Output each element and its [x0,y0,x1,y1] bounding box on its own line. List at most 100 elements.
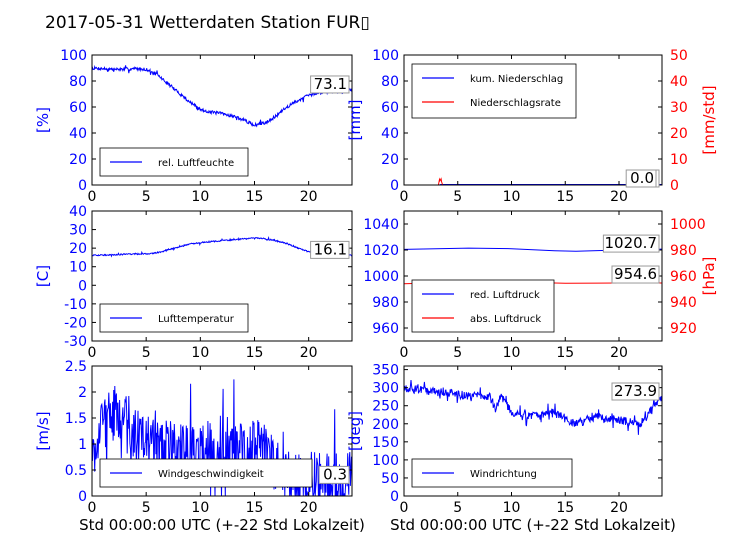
x-tick-label: 5 [142,189,151,205]
last-value-label-box [318,465,350,484]
last-value-label-box [310,240,350,259]
legend-entry: Windrichtung [470,469,537,480]
x-axis-label: Std 00:00:00 UTC (+-22 Std Lokalzeit) [390,516,676,534]
y-right-tick-label: 50 [670,48,688,64]
x-tick-label: 0 [400,500,409,516]
last-value-label: 1020.7 [605,234,658,252]
x-tick-label: 10 [503,189,521,205]
y-tick-label: 0 [78,278,87,294]
y-tick-label: 1 [78,437,87,453]
x-tick-label: 0 [400,189,409,205]
y-tick-label: 1040 [363,217,399,233]
last-value-label-box [611,382,660,401]
y-tick-label: 250 [372,399,399,415]
y-tick-label: -10 [64,297,87,313]
plot-frame [91,54,353,186]
y-tick-label: 100 [372,453,399,469]
y-tick-label: 60 [381,100,399,116]
y-tick-label: 300 [372,381,399,397]
y-tick-label: 2.5 [65,359,87,375]
y-tick-label: 10 [69,260,87,276]
x-tick-label: 5 [453,500,462,516]
x-tick-label: 10 [503,345,521,361]
y-tick-label: 150 [372,435,399,451]
last-value-label: 0.3 [323,465,347,483]
last-value-label-2-box [611,265,660,284]
x-tick-label: 20 [300,500,318,516]
y-tick-label: 2 [78,385,87,401]
y-right-tick-label: 40 [670,74,688,90]
y-tick-label: 100 [372,48,399,64]
x-axis-label: Std 00:00:00 UTC (+-22 Std Lokalzeit) [79,516,365,534]
x-tick-label: 10 [191,345,209,361]
x-tick-label: 15 [246,345,264,361]
x-tick-label: 15 [556,189,574,205]
y-tick-label: 30 [69,223,87,239]
legend-box [99,147,249,177]
y-axis-label: [C] [34,265,52,287]
x-tick-label: 15 [246,189,264,205]
last-value-label-box [310,75,350,94]
x-tick-label: 10 [191,189,209,205]
y-right-tick-label: 940 [670,295,697,311]
legend-entry: kum. Niederschlag [470,74,563,85]
y-tick-label: 80 [69,74,87,90]
y-tick-label: 40 [69,204,87,220]
figure-title: 2017-05-31 Wetterdaten Station FUR▯ [45,13,370,33]
legend-entry: Lufttemperatur [158,314,235,325]
series-line-niederschlagsrate [404,177,662,185]
legend-entry: abs. Luftdruck [470,314,541,325]
x-tick-label: 20 [300,345,318,361]
chart-panel-humidity: 0 5 10 15 20 0 20 40 60 80 100 [%] 73.1 rel. Luftfeuc… [34,48,353,205]
legend-box [411,63,577,119]
y-right-tick-label: 960 [670,269,697,285]
plot-frame [403,54,663,186]
last-value-label: 16.1 [314,240,347,258]
x-tick-label: 20 [610,345,628,361]
y-tick-label: 960 [372,321,399,337]
series-line-lufttemperatur [92,236,352,259]
y-tick-label: 980 [372,295,399,311]
x-tick-label: 5 [453,189,462,205]
y-tick-label: 20 [69,152,87,168]
y-right-tick-label: 0 [670,178,679,194]
x-tick-label: 0 [88,345,97,361]
x-tick-label: 20 [610,500,628,516]
y-tick-label: -20 [64,315,87,331]
y-tick-label: 50 [381,471,399,487]
y-tick-label: 0 [78,489,87,505]
y-axis-label: [mm] [346,100,364,141]
plot-frame [403,365,663,497]
legend-entry: Windgeschwindigkeit [158,469,264,480]
x-tick-label: 0 [88,500,97,516]
y-right-axis-label: [mm/std] [700,85,718,154]
y-tick-label: 60 [69,100,87,116]
legend-box [411,279,555,333]
chart-panel-pressure: 0 5 10 15 20 960 980 1000 1020 1040 920 940 960 980 10… [363,210,718,361]
plot-frame [91,365,353,497]
series-group [92,64,352,128]
y-tick-label: 80 [381,74,399,90]
y-tick-label: 40 [69,126,87,142]
x-tick-label: 10 [191,500,209,516]
x-tick-label: 0 [88,189,97,205]
y-tick-label: 20 [69,241,87,257]
series-group [92,236,352,259]
legend-entry: Niederschlagsrate [470,98,561,109]
x-tick-label: 20 [300,189,318,205]
chart-panel-temperature: 0 5 10 15 20 -30 -20 -10 0 10 20 30 40 [C] 16.1 Lufttem… [34,204,353,361]
legend-entry: rel. Luftfeuchte [158,158,234,169]
last-value-label-2: 954.6 [614,265,657,283]
x-tick-label: 20 [610,189,628,205]
last-value-label: 273.9 [614,382,657,400]
y-tick-label: 200 [372,417,399,433]
y-tick-label: 350 [372,363,399,379]
y-right-tick-label: 1000 [670,217,706,233]
series-group [404,177,662,185]
y-tick-label: 1.5 [65,411,87,427]
series-line-windrichtung [404,380,662,435]
y-tick-label: 0 [390,489,399,505]
